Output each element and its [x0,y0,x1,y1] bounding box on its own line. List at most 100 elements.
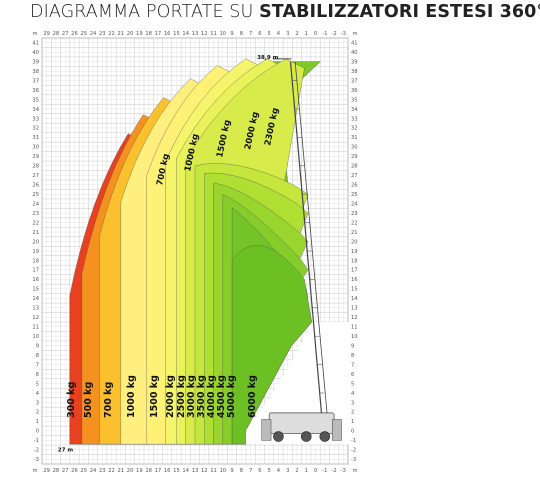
y-tick-left: 36 [32,88,39,94]
y-tick-right: 19 [351,249,358,255]
y-tick-right: 28 [351,164,358,170]
x-tick-bottom: 27 [62,468,69,474]
x-tick-top: 22 [108,31,115,37]
x-tick-bottom: 24 [90,468,97,474]
x-tick-bottom: 10 [220,468,227,474]
x-tick-top: 3 [286,31,289,37]
unit-label: m [32,468,37,474]
zone-label: 3500 kg [196,375,207,418]
x-tick-top: 8 [240,31,243,37]
unit-label: m [352,468,357,474]
y-tick-left: 26 [32,183,39,189]
y-tick-right: 35 [351,97,358,103]
x-tick-bottom: 23 [99,468,106,474]
y-tick-left: 20 [32,239,39,245]
zone-label: 2500 kg [176,375,187,418]
y-tick-left: 28 [32,164,39,170]
y-tick-right: -1 [351,438,356,444]
x-tick-top: 15 [173,31,180,37]
y-tick-left: 17 [32,268,39,274]
y-tick-left: 12 [32,315,39,321]
zone-label: 4000 kg [206,375,217,418]
title-part-2: STABILIZZATORI ESTESI 360° [259,2,540,22]
y-tick-right: 26 [351,183,358,189]
x-tick-bottom: 1 [305,468,308,474]
y-tick-right: 10 [351,334,358,340]
y-tick-right: 1 [351,419,354,425]
y-tick-left: 1 [36,419,39,425]
y-tick-left: 13 [32,306,39,312]
y-tick-right: -3 [351,457,356,463]
y-tick-right: 23 [351,211,358,217]
x-tick-bottom: 0 [314,468,317,474]
x-tick-top: 18 [145,31,152,37]
wheel [273,431,284,442]
y-tick-right: 3 [351,400,354,406]
y-tick-left: 2 [36,410,39,416]
x-tick-top: 6 [258,31,261,37]
x-tick-top: 25 [80,31,87,37]
unit-label: m [32,31,37,37]
y-tick-left: 33 [32,116,39,122]
y-tick-left: 19 [32,249,39,255]
y-tick-right: 37 [351,78,358,84]
y-tick-left: 14 [32,296,39,302]
y-tick-right: 30 [351,145,358,151]
y-tick-right: 2 [351,410,354,416]
x-tick-top: 24 [90,31,97,37]
y-tick-left: 10 [32,334,39,340]
y-tick-left: 22 [32,220,39,226]
x-tick-bottom: 25 [80,468,87,474]
load-zone-core [231,245,312,445]
y-tick-right: 34 [351,107,358,113]
y-tick-right: 11 [351,325,358,331]
zone-label: 1500 kg [149,375,160,418]
x-tick-top: 29 [43,31,50,37]
y-tick-left: 29 [32,154,39,160]
y-tick-right: 8 [351,353,354,359]
y-tick-right: 39 [351,59,358,65]
y-tick-left: 35 [32,97,39,103]
stabilizer [331,419,342,441]
y-tick-right: 25 [351,192,358,198]
zone-label: 5000 kg [226,375,237,418]
x-tick-bottom: 15 [173,468,180,474]
y-tick-left: 27 [32,173,39,179]
x-tick-top: 10 [220,31,227,37]
x-tick-top: -2 [331,31,336,37]
stabilizer [261,419,272,441]
y-tick-left: 40 [32,50,39,56]
x-tick-bottom: 29 [43,468,50,474]
x-tick-top: 23 [99,31,106,37]
chart-title: DIAGRAMMA PORTATE SU STABILIZZATORI ESTE… [30,2,540,22]
x-tick-bottom: -1 [322,468,327,474]
y-tick-left: 0 [36,429,39,435]
y-tick-right: 32 [351,126,358,132]
y-tick-left: -3 [34,457,39,463]
y-tick-right: 29 [351,154,358,160]
y-tick-right: 27 [351,173,358,179]
x-tick-bottom: 14 [182,468,189,474]
y-tick-left: 16 [32,277,39,283]
y-tick-left: 21 [32,230,39,236]
load-zones [69,58,353,445]
y-tick-right: 5 [351,381,354,387]
x-tick-bottom: -3 [341,468,346,474]
y-tick-left: 23 [32,211,39,217]
chassis [268,412,335,435]
x-tick-top: 19 [136,31,143,37]
x-tick-top: 20 [127,31,134,37]
x-tick-bottom: 28 [53,468,60,474]
x-tick-top: -3 [341,31,346,37]
y-tick-right: -2 [351,448,356,454]
x-tick-bottom: 4 [277,468,281,474]
y-tick-left: 31 [32,135,39,141]
zone-label: 4500 kg [216,375,227,418]
wheel [319,431,331,442]
y-tick-left: 4 [36,391,40,397]
y-tick-right: 21 [351,230,358,236]
annotations: 38,9 m 27 m [58,55,279,454]
zone-label: 1000 kg [126,375,137,418]
